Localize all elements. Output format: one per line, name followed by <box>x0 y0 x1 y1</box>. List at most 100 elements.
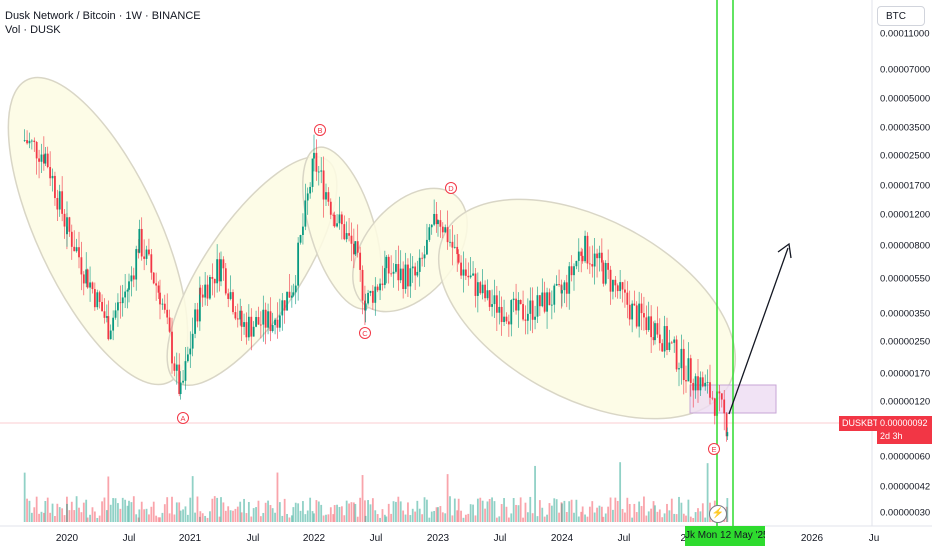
candle-body <box>269 311 272 332</box>
candle-body <box>689 358 692 383</box>
lightning-icon[interactable]: ⚡ <box>709 505 727 523</box>
volume-bar <box>306 510 309 522</box>
volume-bar <box>531 513 534 522</box>
candle-body <box>356 241 359 253</box>
volume-bar <box>416 500 419 522</box>
volume-bar <box>198 516 201 522</box>
candle-body <box>621 282 624 290</box>
candle-body <box>426 239 428 255</box>
volume-bar <box>503 498 505 522</box>
volume-bar <box>680 502 683 522</box>
volume-bar <box>56 503 59 522</box>
candle-body <box>352 243 355 255</box>
volume-bar <box>682 513 685 522</box>
volume-bar <box>361 475 364 522</box>
candle-body <box>309 186 312 194</box>
candle-body <box>596 253 598 259</box>
candle-body <box>457 254 460 263</box>
volume-bar <box>668 510 671 522</box>
y-tick-label: 0.00011000 <box>880 29 930 40</box>
candle-body <box>191 333 194 349</box>
volume-bar <box>206 517 209 522</box>
candle-body <box>198 287 201 322</box>
candle-body <box>101 301 103 312</box>
volume-bar <box>580 511 583 522</box>
volume-bar <box>286 513 288 522</box>
volume-bar <box>40 511 43 522</box>
volume-legend[interactable]: Vol · DUSK <box>5 24 61 36</box>
volume-bar <box>529 496 532 522</box>
volume-bar <box>694 512 697 522</box>
volume-bar <box>522 517 524 522</box>
candle-body <box>171 331 173 364</box>
candle-body <box>469 275 472 278</box>
candle-body <box>553 285 556 305</box>
candle-body <box>451 241 454 248</box>
candle-body <box>150 254 153 273</box>
candle-body <box>385 256 388 269</box>
volume-bar <box>85 499 88 522</box>
candle-body <box>322 170 325 200</box>
candle-body <box>159 292 161 305</box>
volume-bar <box>274 512 276 522</box>
x-tick-label: Ju <box>869 533 880 544</box>
candle-body <box>433 213 436 225</box>
currency-button[interactable]: BTC <box>877 6 925 26</box>
candle-body <box>354 241 357 255</box>
volume-bar <box>262 512 265 522</box>
volume-bar <box>297 503 300 522</box>
candle-body <box>315 152 318 172</box>
volume-bar <box>609 497 612 522</box>
candle-body <box>42 154 45 164</box>
candle-body <box>616 285 619 292</box>
volume-bar <box>80 512 83 522</box>
candle-body <box>640 303 643 314</box>
candle-body <box>661 343 664 352</box>
volume-bar <box>311 511 314 522</box>
candle-body <box>588 263 591 265</box>
volume-bar <box>91 507 94 522</box>
volume-bar <box>392 501 395 522</box>
volume-bar <box>119 508 122 522</box>
candle-body <box>33 140 36 143</box>
volume-bar <box>325 514 327 522</box>
volume-bar <box>652 501 655 522</box>
candle-body <box>56 198 59 210</box>
candle-body <box>313 152 315 159</box>
crosshair-date: Mon 12 May '25 <box>697 530 765 541</box>
candle-body <box>628 304 631 320</box>
volume-bar <box>66 503 68 522</box>
volume-bar <box>247 501 250 522</box>
volume-bar <box>343 515 346 522</box>
volume-bar <box>250 516 253 522</box>
candle-body <box>371 290 374 303</box>
volume-bar <box>640 506 643 522</box>
candle-body <box>543 292 546 312</box>
candle-body <box>682 348 685 381</box>
candle-body <box>173 363 176 371</box>
candle-body <box>474 273 477 296</box>
volume-bar <box>524 502 527 522</box>
candle-body <box>586 235 589 264</box>
candle-body <box>399 268 402 281</box>
candle-body <box>692 382 695 391</box>
candles <box>23 129 729 522</box>
volume-bar <box>89 514 91 522</box>
symbol-title[interactable]: Dusk Network / Bitcoin · 1W · BINANCE <box>5 10 201 22</box>
volume-bar <box>82 502 85 522</box>
x-tick-label: 2020 <box>56 533 79 544</box>
candle-body <box>222 259 225 269</box>
volume-bar <box>227 506 230 522</box>
volume-bar <box>292 507 295 522</box>
candle-body <box>580 251 583 256</box>
candle-body <box>61 191 64 214</box>
volume-bar <box>464 514 467 522</box>
candle-body <box>402 268 405 290</box>
candle-body <box>294 285 297 293</box>
candle-body <box>206 284 209 299</box>
candle-body <box>105 316 108 318</box>
candle-body <box>345 233 348 240</box>
candle-body <box>199 287 202 295</box>
candle-body <box>558 283 560 285</box>
